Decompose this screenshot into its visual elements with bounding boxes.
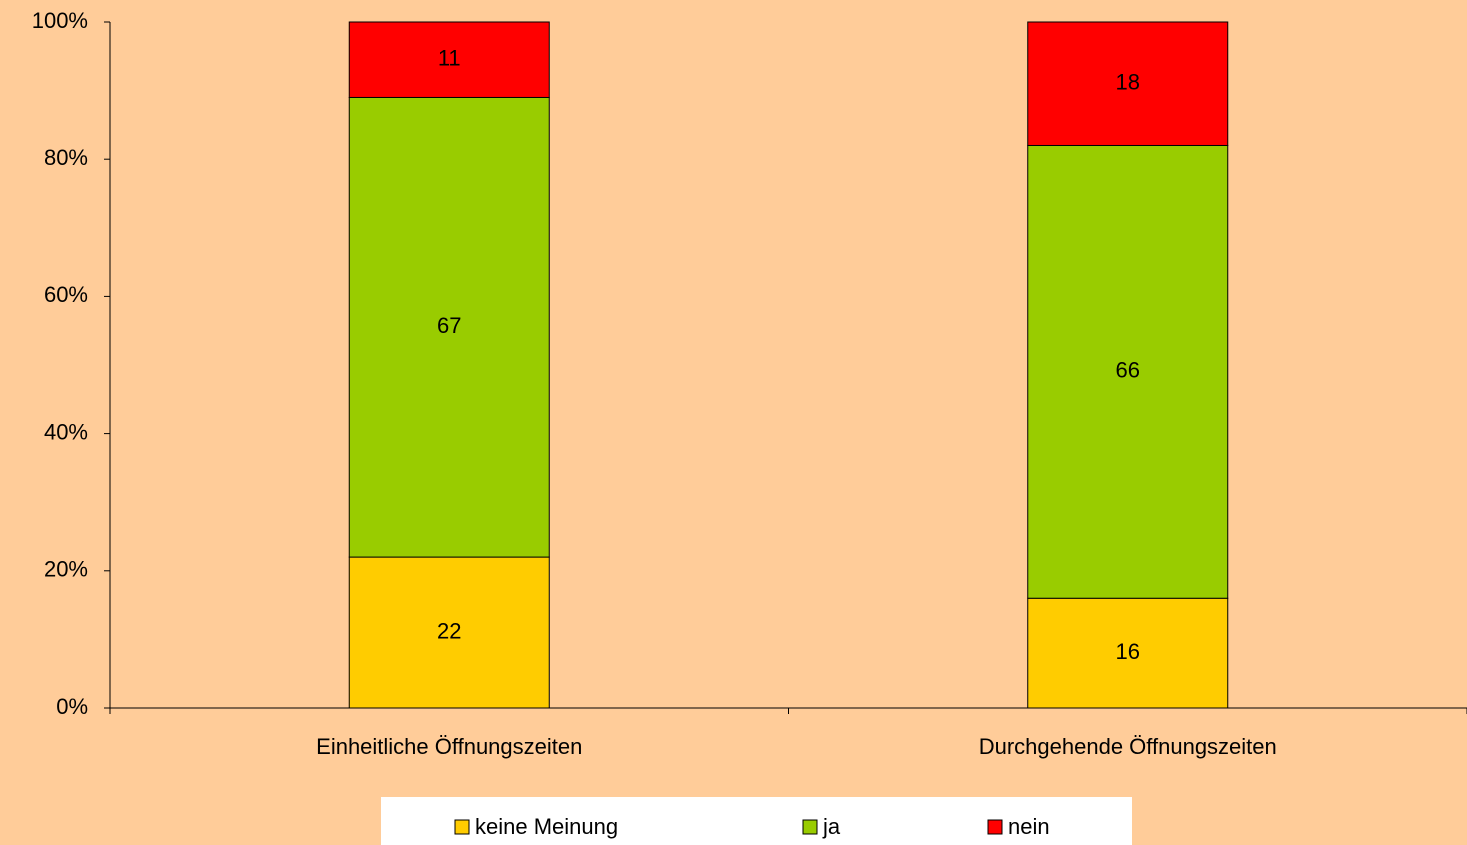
data-label: 16 — [1116, 639, 1140, 664]
x-tick-label: Durchgehende Öffnungszeiten — [979, 734, 1277, 759]
bar-segment — [348, 96, 550, 558]
legend-swatch — [454, 819, 470, 835]
y-tick-label: 20% — [44, 557, 88, 582]
data-label: 67 — [437, 313, 461, 338]
legend-swatch — [802, 819, 818, 835]
y-tick-label: 0% — [56, 694, 88, 719]
x-tick-label: Einheitliche Öffnungszeiten — [316, 734, 582, 759]
legend-label: ja — [822, 814, 841, 839]
y-tick-label: 60% — [44, 282, 88, 307]
data-label: 11 — [438, 46, 461, 71]
data-label: 22 — [437, 618, 461, 643]
y-tick-label: 80% — [44, 145, 88, 170]
y-tick-label: 100% — [32, 8, 88, 33]
data-label: 18 — [1116, 70, 1140, 95]
legend-label: nein — [1008, 814, 1050, 839]
y-tick-label: 40% — [44, 419, 88, 444]
legend-label: keine Meinung — [475, 814, 618, 839]
bar-segment — [348, 21, 550, 98]
legend-swatch — [987, 819, 1003, 835]
data-label: 66 — [1116, 358, 1140, 383]
legend-box — [381, 797, 1132, 845]
bar-segment — [1027, 21, 1229, 146]
bar-segment — [1027, 597, 1229, 709]
bar-segment — [1027, 144, 1229, 599]
